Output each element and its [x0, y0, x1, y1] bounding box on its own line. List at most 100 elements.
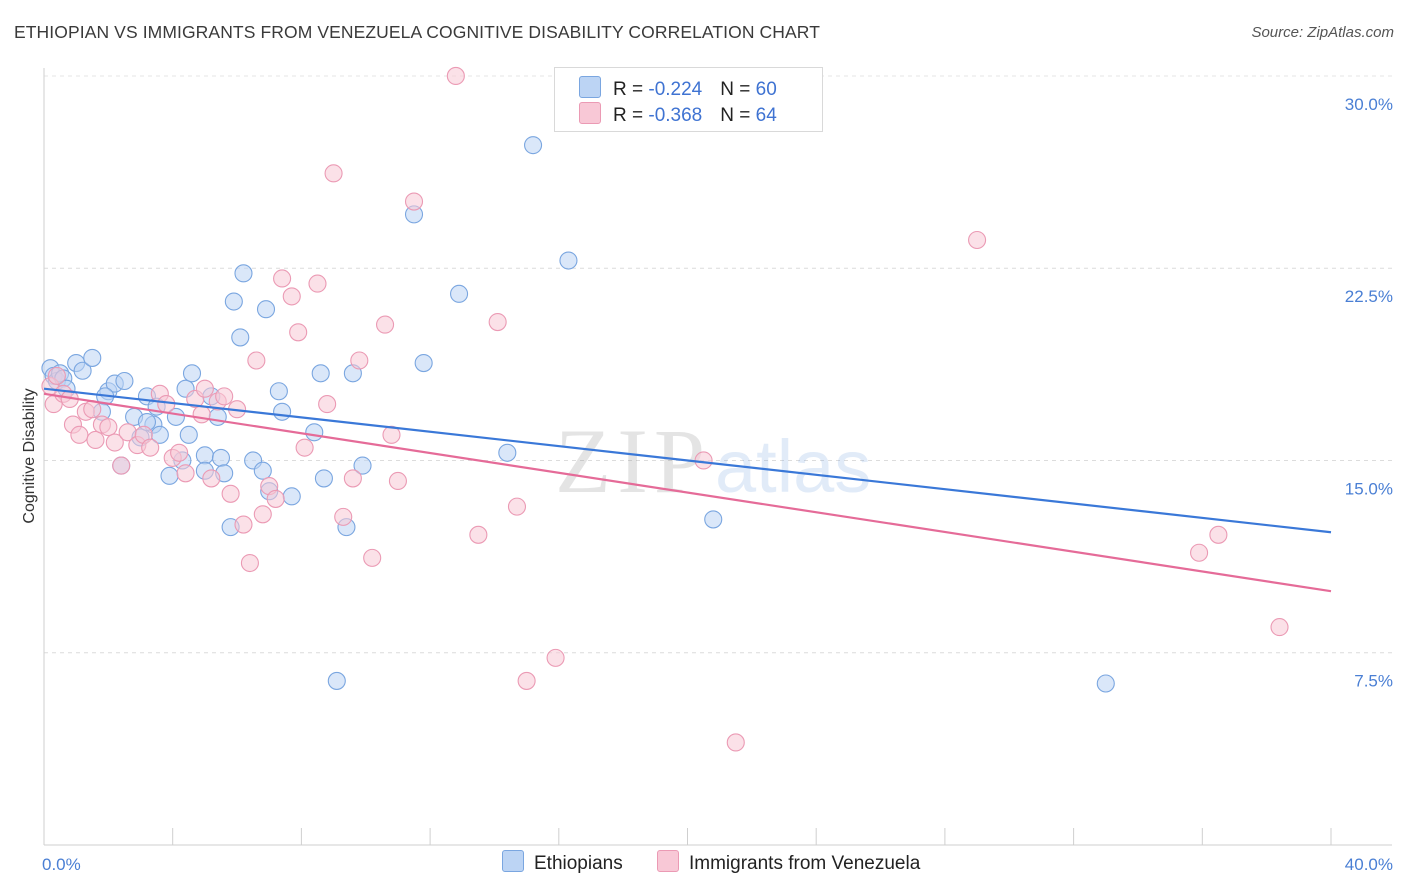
legend-swatch-blue [502, 850, 524, 872]
data-point [327, 671, 346, 690]
data-point [273, 402, 292, 421]
data-point [70, 425, 89, 444]
data-point [208, 407, 227, 426]
watermark: ZIP atlas [555, 410, 871, 512]
data-point [269, 382, 288, 401]
data-point [99, 418, 118, 437]
data-point [318, 395, 337, 414]
x-tick-label: 40.0% [1345, 855, 1393, 874]
data-point [195, 446, 214, 465]
data-point [195, 379, 214, 398]
data-point [115, 371, 134, 391]
legend-swatch-blue [579, 76, 601, 98]
y-tick-label: 15.0% [1345, 479, 1393, 498]
data-point [968, 230, 987, 250]
data-point [256, 300, 276, 319]
legend-row-venezuela: R = -0.368 N = 64 [579, 102, 777, 130]
y-tick-label: 30.0% [1345, 95, 1393, 114]
data-point [234, 515, 253, 534]
data-point [1096, 674, 1115, 693]
legend-r-label: R = [613, 105, 649, 126]
data-point [170, 443, 189, 462]
data-point [704, 510, 723, 529]
data-point [247, 351, 266, 370]
data-point [221, 484, 240, 503]
data-point [282, 287, 301, 306]
data-point [202, 469, 221, 488]
data-point [179, 425, 198, 444]
data-point [240, 553, 259, 573]
data-point [112, 456, 131, 475]
data-point [726, 733, 745, 752]
data-point [253, 505, 272, 524]
data-point [404, 192, 424, 211]
data-point [1190, 543, 1209, 562]
y-tick-label: 7.5% [1354, 672, 1393, 691]
data-point [350, 351, 369, 370]
data-point [382, 425, 401, 444]
data-point [414, 354, 433, 373]
legend-r-label: R = [613, 79, 649, 100]
legend-n-value: 64 [755, 105, 777, 126]
data-point [47, 366, 66, 385]
data-point [546, 648, 565, 667]
data-point [224, 292, 243, 311]
data-point [363, 548, 382, 567]
data-point [308, 274, 327, 293]
bottom-legend-venezuela: Immigrants from Venezuela [657, 850, 920, 875]
data-point [266, 489, 285, 508]
watermark-zip: ZIP [555, 410, 711, 512]
data-point [305, 423, 324, 442]
y-axis-label: Cognitive Disability [21, 388, 38, 523]
data-point [295, 438, 314, 457]
data-point [273, 269, 292, 288]
data-point [388, 471, 407, 491]
legend-r-value: -0.368 [648, 105, 703, 126]
data-point [211, 448, 231, 467]
chart-title: ETHIOPIAN VS IMMIGRANTS FROM VENEZUELA C… [14, 22, 821, 42]
data-point [83, 348, 102, 367]
data-point [105, 433, 124, 452]
tick-labels: 7.5% 15.0% 22.5% 30.0% 0.0% 40.0% [42, 95, 1393, 874]
data-point [324, 164, 343, 183]
legend-n-label: N = [720, 105, 756, 126]
data-point [517, 671, 536, 690]
data-point [160, 466, 179, 485]
data-point [376, 315, 395, 334]
data-point [253, 461, 272, 480]
trend-lines [43, 387, 1332, 593]
legend-row-ethiopians: R = -0.224 N = 60 [579, 76, 777, 104]
data-point [488, 312, 507, 332]
data-point [176, 464, 195, 483]
legend-swatch-pink [579, 102, 601, 124]
trend-line-ethiopians [43, 387, 1332, 534]
legend-n-label: N = [720, 79, 756, 100]
data-point [498, 443, 517, 462]
data-point [73, 361, 92, 380]
legend-n-value: 60 [755, 79, 777, 100]
data-point [314, 469, 333, 488]
data-point [1270, 618, 1289, 637]
data-point [86, 430, 105, 450]
data-point [353, 456, 372, 475]
x-tick-label: 0.0% [42, 855, 81, 874]
legend-label-ethiopians: Ethiopians [534, 853, 623, 874]
legend-label-venezuela: Immigrants from Venezuela [689, 853, 921, 874]
data-point [694, 451, 713, 470]
stats-legend: R = -0.224 N = 60 R = -0.368 N = 64 [554, 67, 823, 132]
data-point [234, 264, 253, 283]
data-point [231, 328, 250, 347]
data-point [289, 323, 308, 342]
data-point [1209, 525, 1228, 544]
source-label: Source: ZipAtlas.com [1251, 24, 1394, 41]
bottom-legend-ethiopians: Ethiopians [502, 850, 623, 875]
data-point [507, 497, 527, 516]
data-point [559, 251, 578, 270]
y-tick-label: 22.5% [1345, 287, 1393, 306]
data-point [215, 387, 234, 406]
data-point [182, 364, 202, 383]
legend-r-value: -0.224 [648, 79, 703, 100]
data-point [343, 469, 362, 488]
data-point [192, 405, 211, 424]
